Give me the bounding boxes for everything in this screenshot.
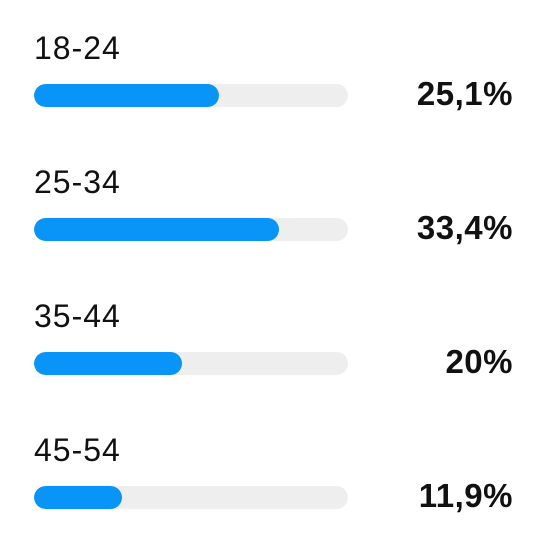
age-row-18-24: 18-24 25,1%	[0, 28, 541, 138]
progress-bar-track	[34, 84, 348, 107]
progress-bar-track	[34, 486, 348, 509]
percent-value: 11,9%	[418, 477, 513, 514]
progress-bar-fill	[34, 352, 182, 375]
age-row-35-44: 35-44 20%	[0, 296, 541, 406]
age-range-label: 35-44	[34, 298, 121, 334]
percent-value: 20%	[445, 343, 513, 380]
percent-value: 33,4%	[416, 209, 513, 246]
progress-bar-fill	[34, 84, 220, 107]
progress-bar-track	[34, 352, 348, 375]
age-range-label: 18-24	[34, 30, 121, 66]
age-range-label: 45-54	[34, 432, 121, 468]
progress-bar-track	[34, 218, 348, 241]
progress-bar-fill	[34, 486, 122, 509]
age-row-45-54: 45-54 11,9%	[0, 430, 541, 540]
age-row-25-34: 25-34 33,4%	[0, 162, 541, 272]
age-range-label: 25-34	[34, 164, 121, 200]
percent-value: 25,1%	[416, 75, 513, 112]
progress-bar-fill	[34, 218, 279, 241]
